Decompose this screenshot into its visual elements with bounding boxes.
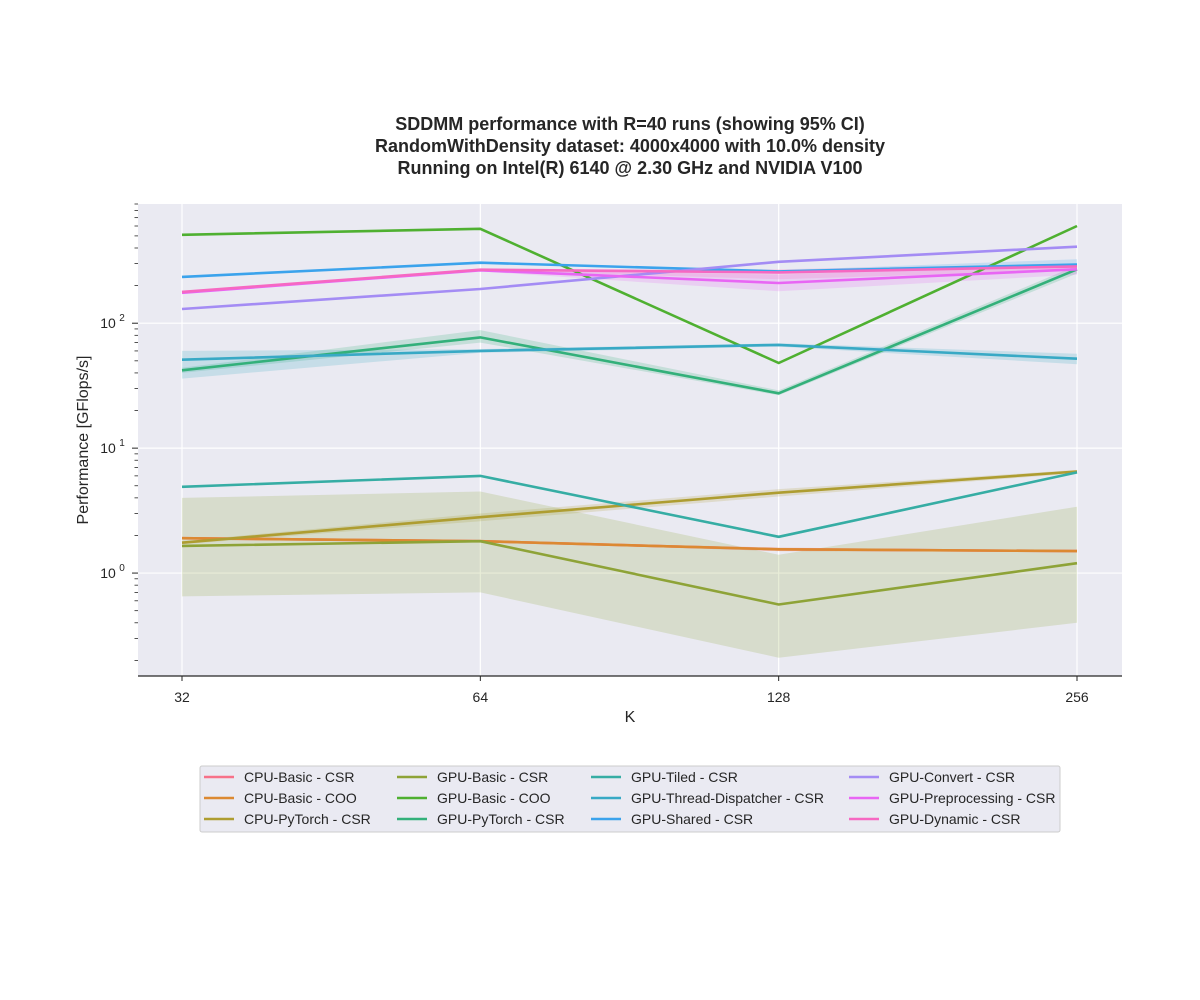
y-tick-label-base: 10 bbox=[100, 565, 116, 581]
x-tick-label: 256 bbox=[1065, 689, 1089, 705]
title-line-1: SDDMM performance with R=40 runs (showin… bbox=[395, 114, 865, 134]
y-tick-label-exponent: 1 bbox=[119, 438, 125, 449]
series-line bbox=[181, 261, 1078, 279]
legend-label: GPU-Dynamic - CSR bbox=[889, 811, 1020, 827]
series-lines bbox=[181, 224, 1078, 606]
ci-band bbox=[182, 264, 1077, 294]
series-line bbox=[181, 471, 1078, 539]
series-line bbox=[181, 536, 1078, 553]
legend-label: GPU-Preprocessing - CSR bbox=[889, 790, 1056, 806]
series-line bbox=[181, 539, 1078, 606]
legend-label: GPU-PyTorch - CSR bbox=[437, 811, 565, 827]
legend-label: GPU-Basic - COO bbox=[437, 790, 551, 806]
y-tick-label-exponent: 0 bbox=[119, 563, 125, 574]
legend-label: GPU-Shared - CSR bbox=[631, 811, 753, 827]
title-line-3: Running on Intel(R) 6140 @ 2.30 GHz and … bbox=[398, 158, 863, 178]
y-axis-label: Performance [GFlops/s] bbox=[75, 356, 92, 525]
y-tick-label-base: 10 bbox=[100, 315, 116, 331]
series-line bbox=[181, 224, 1078, 365]
x-axis-label: K bbox=[625, 709, 636, 726]
chart-title: SDDMM performance with R=40 runs (showin… bbox=[375, 114, 885, 178]
title-line-2: RandomWithDensity dataset: 4000x4000 wit… bbox=[375, 136, 885, 156]
legend-label: GPU-Thread-Dispatcher - CSR bbox=[631, 790, 824, 806]
legend-box bbox=[199, 765, 1061, 833]
legend-label: GPU-Convert - CSR bbox=[889, 769, 1015, 785]
series-line bbox=[181, 343, 1078, 361]
x-tick-label: 64 bbox=[473, 689, 489, 705]
ci-band bbox=[182, 491, 1077, 658]
legend-label: GPU-Tiled - CSR bbox=[631, 769, 738, 785]
legend: CPU-Basic - CSR CPU-Basic - COO CPU-PyTorc… bbox=[199, 765, 1061, 833]
y-tick-label-base: 10 bbox=[100, 440, 116, 456]
x-tick-label: 32 bbox=[174, 689, 190, 705]
legend-label: CPU-Basic - COO bbox=[244, 790, 357, 806]
legend-label: CPU-PyTorch - CSR bbox=[244, 811, 371, 827]
series-line bbox=[181, 470, 1078, 544]
x-tick-label: 128 bbox=[767, 689, 791, 705]
legend-label: CPU-Basic - CSR bbox=[244, 769, 354, 785]
y-tick-label-exponent: 2 bbox=[119, 313, 125, 324]
series-line bbox=[181, 268, 1078, 395]
legend-label: GPU-Basic - CSR bbox=[437, 769, 548, 785]
series-line bbox=[181, 265, 1078, 294]
